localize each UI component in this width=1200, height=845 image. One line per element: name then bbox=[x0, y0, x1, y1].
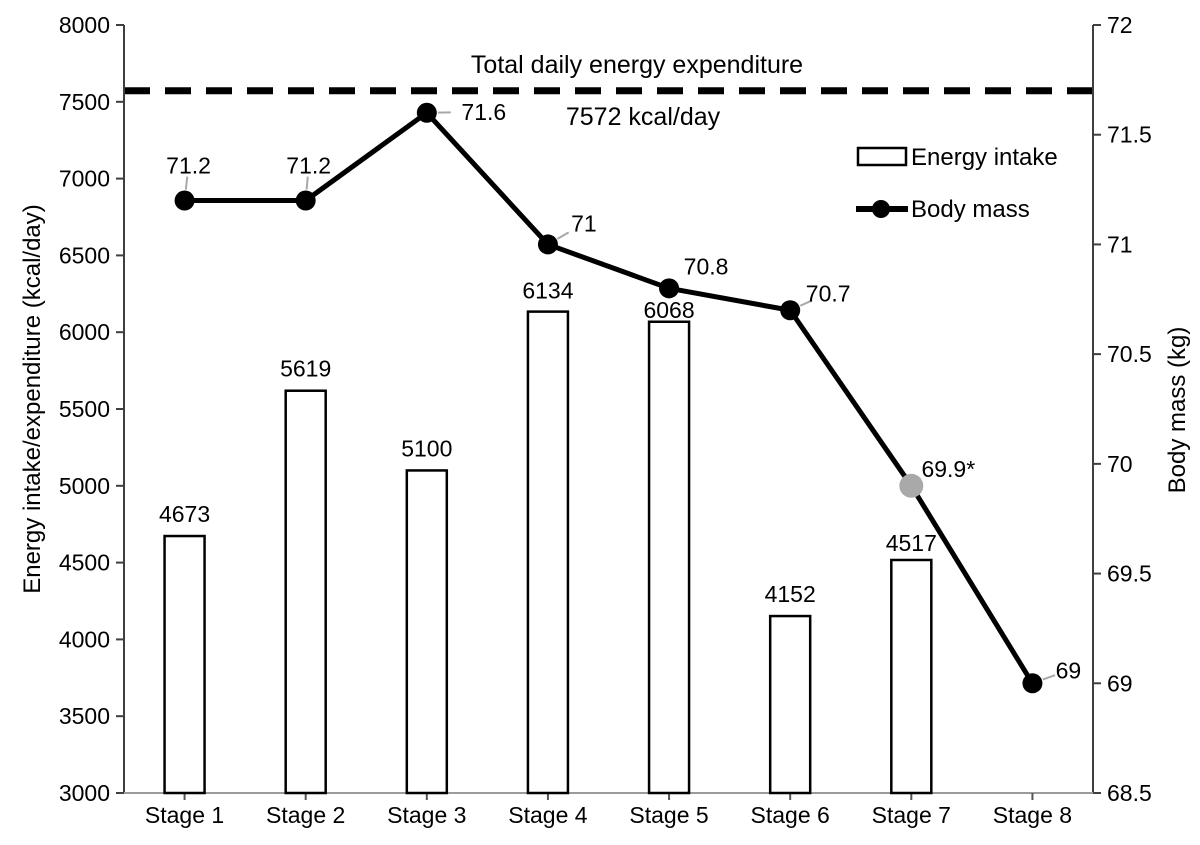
left-axis-tick-label: 4500 bbox=[59, 550, 110, 576]
bar-value-label: 5100 bbox=[401, 435, 452, 461]
right-axis-tick-label: 68.5 bbox=[1107, 780, 1152, 806]
left-axis-tick-label: 5000 bbox=[59, 473, 110, 499]
right-axis-tick-label: 71 bbox=[1107, 231, 1133, 257]
left-axis-tick-label: 3500 bbox=[59, 703, 110, 729]
left-axis-tick-label: 3000 bbox=[59, 780, 110, 806]
left-axis-tick-label: 7000 bbox=[59, 166, 110, 192]
bar-stage-4 bbox=[528, 312, 568, 793]
bar-stage-1 bbox=[165, 536, 205, 793]
x-axis-label: Stage 3 bbox=[387, 802, 466, 828]
right-axis-tick-label: 72 bbox=[1107, 12, 1133, 38]
left-axis-title: Energy intake/expenditure (kcal/day) bbox=[19, 204, 46, 594]
point-value-label: 69.9* bbox=[921, 456, 975, 482]
x-axis-label: Stage 8 bbox=[993, 802, 1072, 828]
left-axis-tick-label: 5500 bbox=[59, 396, 110, 422]
body-mass-point-highlighted bbox=[899, 474, 923, 498]
point-value-label: 71.6 bbox=[461, 99, 506, 125]
right-axis-title: Body mass (kg) bbox=[1164, 327, 1191, 494]
bar-value-label: 6068 bbox=[643, 297, 694, 323]
right-axis-tick-label: 71.5 bbox=[1107, 122, 1152, 148]
bar-value-label: 5619 bbox=[280, 356, 331, 382]
right-axis-tick-label: 69 bbox=[1107, 670, 1133, 696]
bar-value-label: 4152 bbox=[765, 581, 816, 607]
x-axis-label: Stage 2 bbox=[266, 802, 345, 828]
right-axis-tick-label: 70.5 bbox=[1107, 341, 1152, 367]
body-mass-point bbox=[780, 300, 800, 320]
bar-value-label: 4517 bbox=[886, 530, 937, 556]
reference-line-label: Total daily energy expenditure bbox=[471, 51, 803, 79]
bar-stage-5 bbox=[649, 322, 689, 793]
bar-stage-7 bbox=[891, 560, 931, 793]
legend-energy-intake-label: Energy intake bbox=[911, 144, 1058, 171]
x-axis-label: Stage 1 bbox=[145, 802, 224, 828]
left-axis-tick-label: 6000 bbox=[59, 319, 110, 345]
x-axis-label: Stage 6 bbox=[751, 802, 830, 828]
right-axis-tick-label: 69.5 bbox=[1107, 561, 1152, 587]
bar-value-label: 4673 bbox=[159, 501, 210, 527]
point-leader-line bbox=[307, 177, 308, 190]
right-axis-tick-label: 70 bbox=[1107, 451, 1133, 477]
point-value-label: 71.2 bbox=[166, 153, 211, 179]
point-value-label: 70.7 bbox=[806, 280, 851, 306]
point-value-label: 71.2 bbox=[286, 153, 331, 179]
left-axis-tick-label: 6500 bbox=[59, 242, 110, 268]
point-value-label: 71 bbox=[571, 210, 597, 236]
bar-stage-3 bbox=[407, 470, 447, 793]
body-mass-point bbox=[296, 191, 316, 211]
body-mass-point bbox=[538, 234, 558, 254]
body-mass-point bbox=[659, 278, 679, 298]
legend-body-mass-label: Body mass bbox=[911, 196, 1030, 223]
body-mass-point bbox=[1022, 673, 1042, 693]
body-mass-point bbox=[175, 191, 195, 211]
x-axis-label: Stage 7 bbox=[872, 802, 951, 828]
x-axis-label: Stage 5 bbox=[629, 802, 708, 828]
bar-stage-2 bbox=[286, 391, 326, 793]
bar-stage-6 bbox=[770, 616, 810, 793]
body-mass-point bbox=[417, 103, 437, 123]
point-value-label: 69 bbox=[1056, 657, 1082, 683]
left-axis-tick-label: 8000 bbox=[59, 12, 110, 38]
left-axis-tick-label: 4000 bbox=[59, 626, 110, 652]
bar-value-label: 6134 bbox=[522, 278, 573, 304]
point-value-label: 70.8 bbox=[684, 253, 729, 279]
legend-energy-intake-swatch bbox=[858, 148, 906, 165]
legend-body-mass-dot-swatch bbox=[872, 200, 890, 218]
reference-line-value-label: 7572 kcal/day bbox=[566, 103, 721, 131]
x-axis-label: Stage 4 bbox=[508, 802, 587, 828]
left-axis-tick-label: 7500 bbox=[59, 89, 110, 115]
